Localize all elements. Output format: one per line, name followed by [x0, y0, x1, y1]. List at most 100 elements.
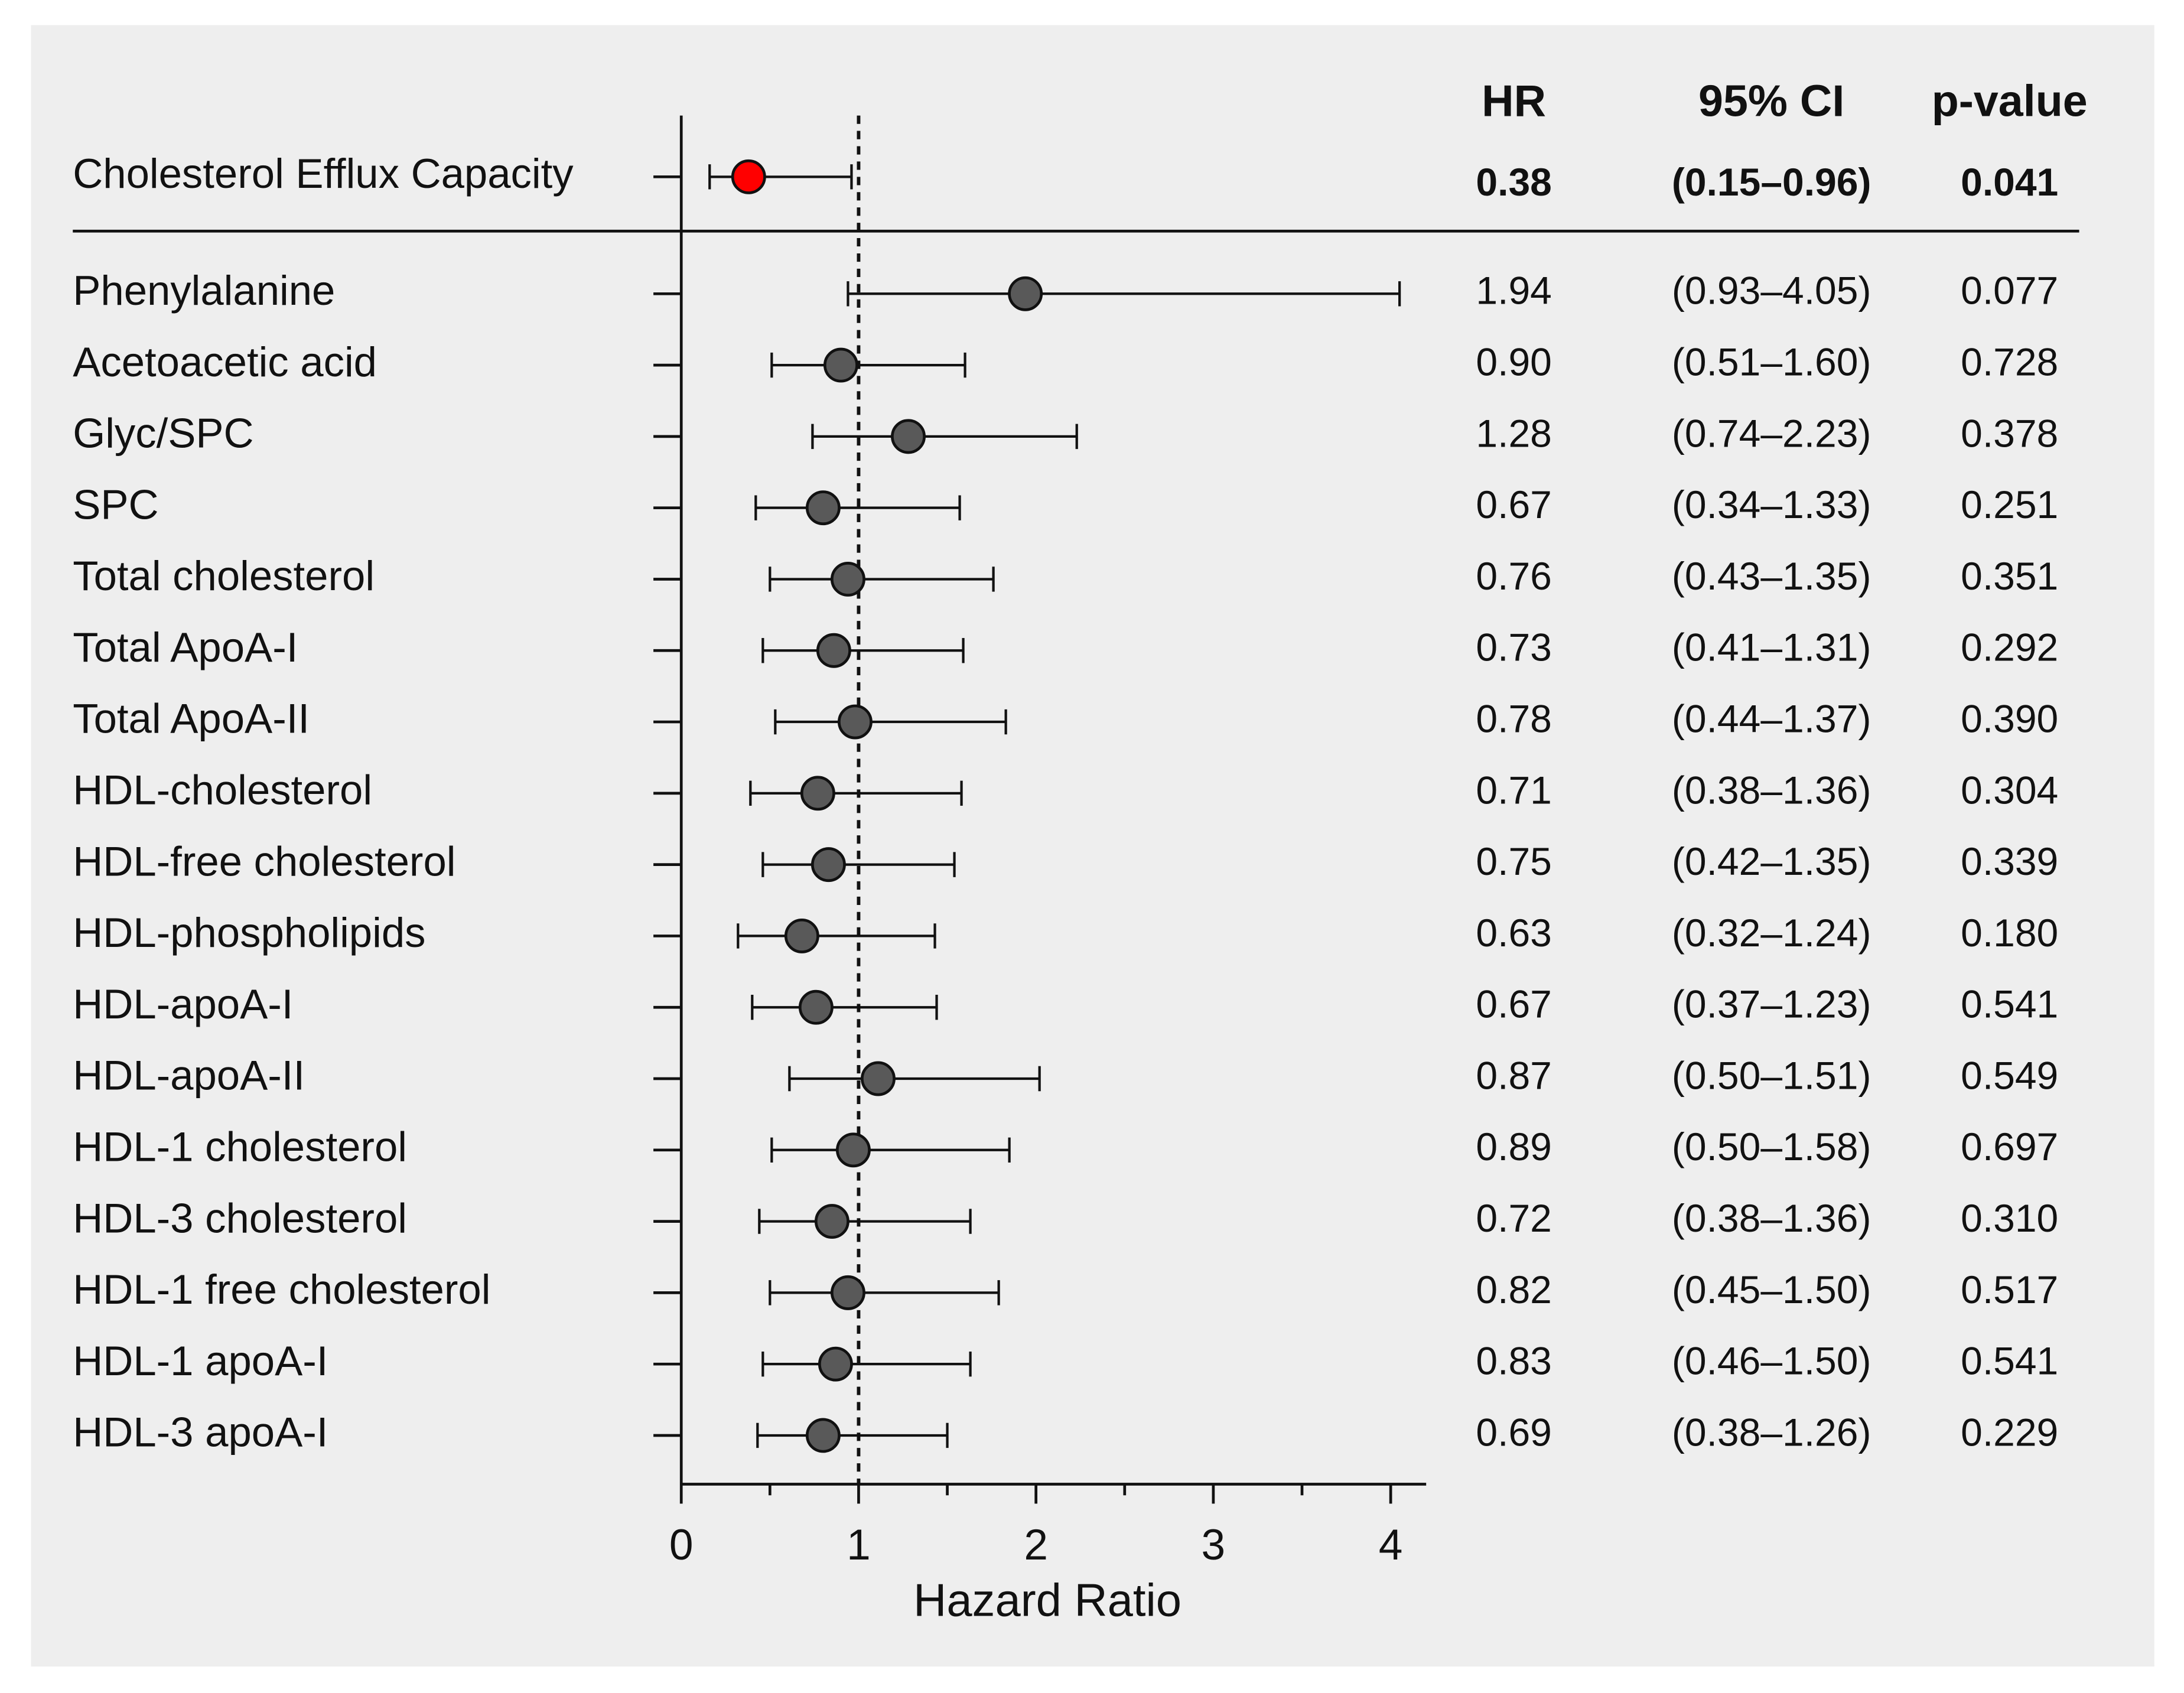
point-estimate — [784, 918, 819, 953]
row-label: HDL-3 cholesterol — [73, 1194, 407, 1241]
table-cell: (0.93–4.05) — [1672, 269, 1871, 312]
point-estimate — [861, 1061, 896, 1096]
point-estimate — [1008, 276, 1043, 311]
table-cell: 0.041 — [1961, 160, 2058, 204]
point-estimate — [830, 562, 865, 597]
row-label: HDL-1 free cholesterol — [73, 1266, 490, 1313]
x-tick-label: 0 — [669, 1521, 694, 1569]
table-cell: 0.541 — [1961, 1339, 2058, 1383]
row-label: HDL-cholesterol — [73, 767, 372, 813]
table-cell: 0.180 — [1961, 911, 2058, 955]
table-cell: 0.83 — [1476, 1339, 1551, 1383]
table-cell: (0.42–1.35) — [1672, 839, 1871, 883]
table-cell: 0.229 — [1961, 1410, 2058, 1454]
column-header: p-value — [1932, 76, 2088, 126]
table-cell: 0.71 — [1476, 768, 1551, 812]
table-cell: (0.50–1.51) — [1672, 1053, 1871, 1097]
point-estimate — [891, 419, 926, 454]
table-cell: 1.94 — [1476, 269, 1551, 312]
row-label: Glyc/SPC — [73, 410, 253, 457]
table-cell: 0.89 — [1476, 1125, 1551, 1168]
table-cell: 0.87 — [1476, 1053, 1551, 1097]
table-cell: 0.90 — [1476, 340, 1551, 384]
row-label: Acetoacetic acid — [73, 338, 377, 385]
x-tick-label: 4 — [1379, 1521, 1403, 1569]
point-estimate — [798, 989, 834, 1025]
table-cell: (0.15–0.96) — [1672, 160, 1871, 204]
table-cell: (0.44–1.37) — [1672, 696, 1871, 740]
table-cell: 0.75 — [1476, 839, 1551, 883]
row-label: Total ApoA-II — [73, 695, 310, 742]
table-cell: 0.378 — [1961, 411, 2058, 455]
table-cell: 0.077 — [1961, 269, 2058, 312]
row-label: Total ApoA-I — [73, 624, 298, 670]
x-tick-label: 3 — [1202, 1521, 1226, 1569]
table-cell: 0.78 — [1476, 696, 1551, 740]
table-cell: 0.304 — [1961, 768, 2058, 812]
column-header: HR — [1482, 76, 1546, 126]
table-cell: 0.76 — [1476, 554, 1551, 598]
row-label: HDL-apoA-I — [73, 981, 293, 1027]
table-cell: 0.63 — [1476, 911, 1551, 955]
table-cell: 0.251 — [1961, 483, 2058, 526]
table-cell: (0.45–1.50) — [1672, 1268, 1871, 1311]
row-label: HDL-phospholipids — [73, 909, 425, 956]
table-cell: 0.728 — [1961, 340, 2058, 384]
table-cell: 0.38 — [1476, 160, 1551, 204]
table-cell: 0.697 — [1961, 1125, 2058, 1168]
table-cell: 0.82 — [1476, 1268, 1551, 1311]
table-cell: (0.43–1.35) — [1672, 554, 1871, 598]
table-cell: (0.37–1.23) — [1672, 982, 1871, 1026]
table-cell: 1.28 — [1476, 411, 1551, 455]
row-label: Phenylalanine — [73, 267, 335, 314]
plot-background — [31, 25, 2154, 1667]
point-estimate — [818, 1346, 853, 1382]
table-cell: (0.51–1.60) — [1672, 340, 1871, 384]
table-cell: 0.72 — [1476, 1196, 1551, 1240]
point-estimate — [805, 1418, 841, 1453]
row-label: SPC — [73, 481, 158, 528]
point-estimate — [814, 1204, 849, 1239]
table-cell: 0.292 — [1961, 626, 2058, 669]
table-cell: (0.46–1.50) — [1672, 1339, 1871, 1383]
point-estimate — [823, 347, 858, 383]
row-label: Total cholesterol — [73, 552, 375, 599]
point-estimate — [731, 159, 766, 194]
point-estimate — [835, 1132, 871, 1168]
point-estimate — [816, 633, 851, 668]
point-estimate — [830, 1275, 865, 1310]
row-label: HDL-3 apoA-I — [73, 1409, 328, 1456]
row-label: HDL-1 apoA-I — [73, 1337, 328, 1384]
x-tick-label: 2 — [1024, 1521, 1048, 1569]
table-cell: (0.74–2.23) — [1672, 411, 1871, 455]
table-cell: 0.69 — [1476, 1410, 1551, 1454]
x-tick-label: 1 — [847, 1521, 871, 1569]
table-cell: 0.549 — [1961, 1053, 2058, 1097]
table-cell: 0.67 — [1476, 982, 1551, 1026]
table-cell: (0.32–1.24) — [1672, 911, 1871, 955]
row-label: Cholesterol Efflux Capacity — [73, 150, 574, 197]
row-label: HDL-1 cholesterol — [73, 1123, 407, 1170]
column-header: 95% CI — [1698, 76, 1844, 126]
point-estimate — [805, 490, 841, 526]
table-cell: (0.38–1.26) — [1672, 1410, 1871, 1454]
table-cell: (0.41–1.31) — [1672, 626, 1871, 669]
point-estimate — [837, 704, 873, 740]
table-cell: 0.67 — [1476, 483, 1551, 526]
table-cell: (0.38–1.36) — [1672, 768, 1871, 812]
point-estimate — [800, 776, 835, 811]
table-cell: 0.351 — [1961, 554, 2058, 598]
table-cell: 0.73 — [1476, 626, 1551, 669]
row-label: HDL-apoA-II — [73, 1052, 305, 1099]
table-cell: (0.50–1.58) — [1672, 1125, 1871, 1168]
table-cell: 0.541 — [1961, 982, 2058, 1026]
row-label: HDL-free cholesterol — [73, 838, 455, 884]
x-axis-label: Hazard Ratio — [913, 1575, 1181, 1626]
table-cell: (0.34–1.33) — [1672, 483, 1871, 526]
table-cell: 0.310 — [1961, 1196, 2058, 1240]
table-cell: 0.339 — [1961, 839, 2058, 883]
table-cell: (0.38–1.36) — [1672, 1196, 1871, 1240]
point-estimate — [811, 847, 846, 883]
